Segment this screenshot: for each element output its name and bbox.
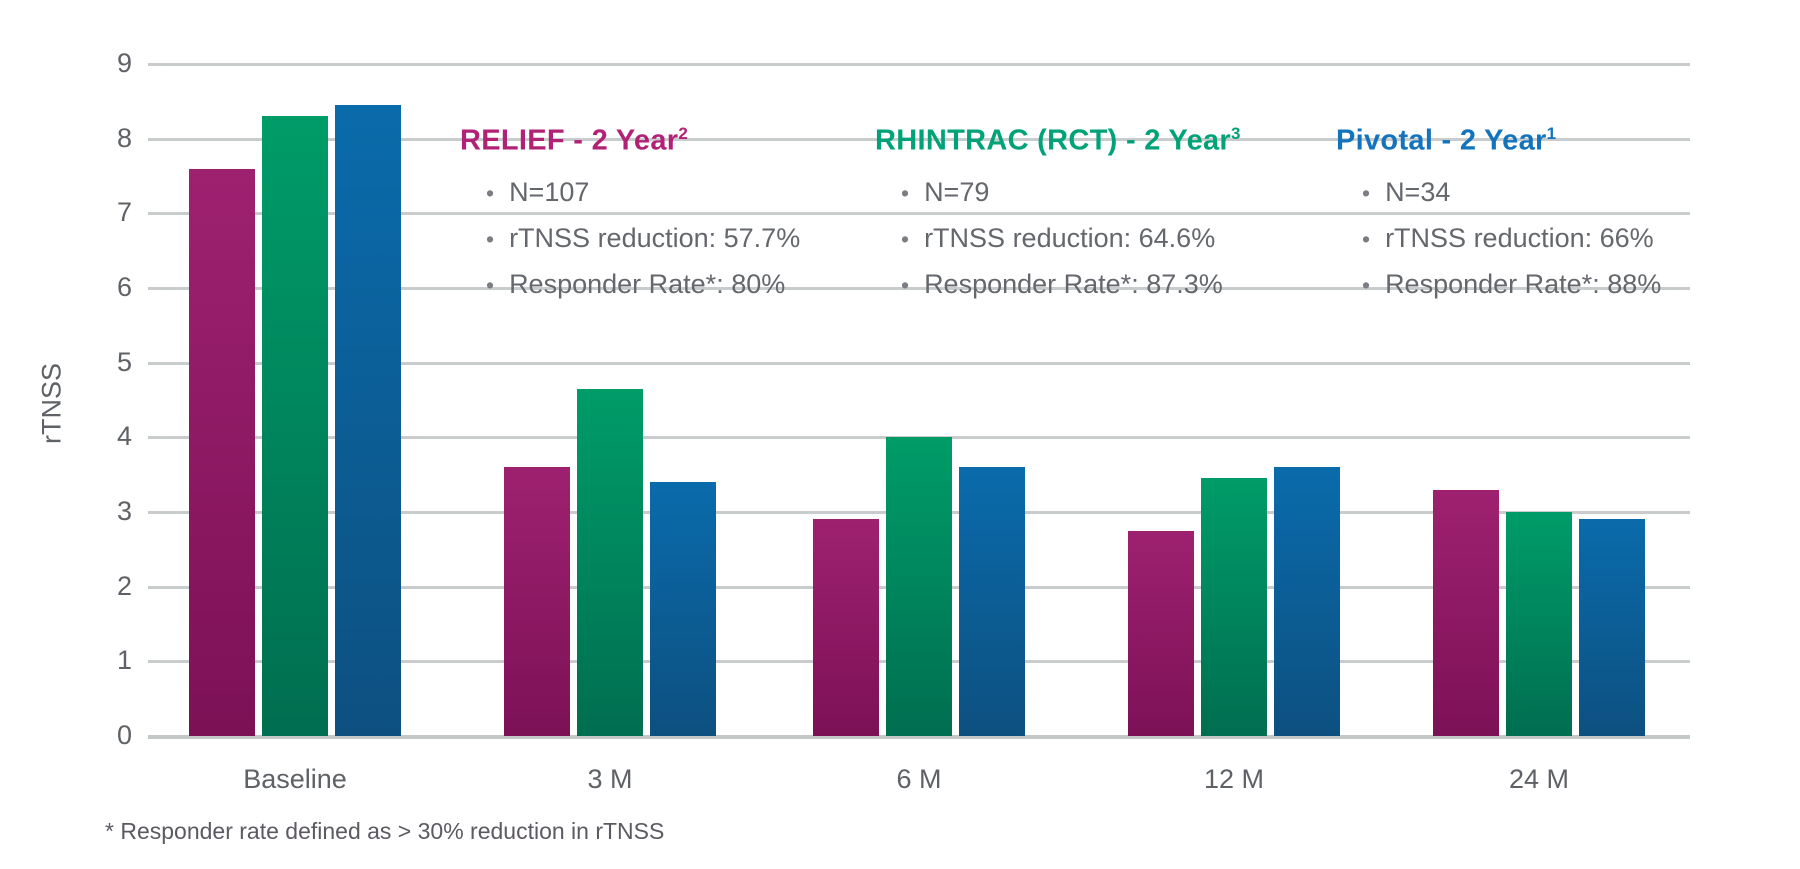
- legend-bullets-rhintrac: N=79 rTNSS reduction: 64.6% Responder Ra…: [901, 170, 1241, 308]
- legend-bullet: Responder Rate*: 88%: [1362, 262, 1661, 308]
- legend-title-rhintrac: RHINTRAC (RCT) - 2 Year3: [875, 124, 1241, 158]
- gridline-0: [148, 735, 1690, 739]
- legend-bullet: rTNSS reduction: 57.7%: [486, 216, 800, 262]
- y-tick-label-5: 5: [116, 347, 132, 377]
- legend-bullets-relief: N=107 rTNSS reduction: 57.7% Responder R…: [486, 170, 800, 308]
- gridline-9: [148, 63, 1690, 66]
- bar-relief-12m: [1128, 531, 1194, 736]
- legend-block-pivotal: Pivotal - 2 Year1 N=34 rTNSS reduction: …: [1336, 124, 1661, 308]
- y-tick-label-3: 3: [116, 496, 132, 526]
- x-tick-label-baseline: Baseline: [243, 764, 347, 794]
- legend-bullet: Responder Rate*: 87.3%: [901, 262, 1241, 308]
- y-axis-title: rTNSS: [36, 363, 67, 444]
- bar-rhintrac-24m: [1506, 512, 1572, 736]
- legend-title-rhintrac-superscript: 3: [1231, 124, 1241, 143]
- legend-bullets-pivotal: N=34 rTNSS reduction: 66% Responder Rate…: [1362, 170, 1661, 308]
- bar-pivotal-6m: [959, 467, 1025, 736]
- bar-rhintrac-12m: [1201, 478, 1267, 736]
- bar-pivotal-3m: [650, 482, 716, 736]
- y-tick-label-4: 4: [116, 421, 132, 451]
- y-tick-label-1: 1: [116, 645, 132, 675]
- legend-bullet: N=79: [901, 170, 1241, 216]
- legend-title-relief: RELIEF - 2 Year2: [460, 124, 800, 158]
- bar-relief-6m: [813, 519, 879, 736]
- x-tick-label-3m: 3 M: [587, 764, 633, 794]
- legend-bullet: rTNSS reduction: 64.6%: [901, 216, 1241, 262]
- bar-relief-baseline: [189, 169, 255, 736]
- bar-rhintrac-6m: [886, 437, 952, 736]
- x-tick-label-24m: 24 M: [1508, 764, 1570, 794]
- legend-bullet: rTNSS reduction: 66%: [1362, 216, 1661, 262]
- legend-title-pivotal-text: Pivotal - 2 Year: [1336, 124, 1547, 157]
- y-tick-label-7: 7: [116, 197, 132, 227]
- bar-rhintrac-baseline: [262, 116, 328, 736]
- legend-block-rhintrac: RHINTRAC (RCT) - 2 Year3 N=79 rTNSS redu…: [875, 124, 1241, 308]
- legend-block-relief: RELIEF - 2 Year2 N=107 rTNSS reduction: …: [460, 124, 800, 308]
- legend-bullet: N=107: [486, 170, 800, 216]
- legend-title-relief-text: RELIEF - 2 Year: [460, 124, 679, 157]
- legend-title-pivotal-superscript: 1: [1546, 124, 1557, 143]
- legend-title-pivotal: Pivotal - 2 Year1: [1336, 124, 1661, 158]
- gridline-8: [148, 138, 1690, 141]
- legend-bullet: Responder Rate*: 80%: [486, 262, 800, 308]
- legend-title-relief-superscript: 2: [678, 124, 689, 143]
- bar-pivotal-24m: [1579, 519, 1645, 736]
- bar-rhintrac-3m: [577, 389, 643, 736]
- y-tick-label-2: 2: [116, 571, 132, 601]
- legend-title-rhintrac-text: RHINTRAC (RCT) - 2 Year: [875, 124, 1232, 157]
- gridline-5: [148, 362, 1690, 365]
- footnote: * Responder rate defined as > 30% reduct…: [105, 818, 665, 844]
- bar-relief-3m: [504, 467, 570, 736]
- legend-bullet: N=34: [1362, 170, 1661, 216]
- bar-pivotal-baseline: [335, 105, 401, 736]
- y-tick-label-0: 0: [116, 720, 132, 750]
- x-tick-label-12m: 12 M: [1203, 764, 1265, 794]
- y-tick-label-8: 8: [116, 123, 132, 153]
- y-tick-label-6: 6: [116, 272, 132, 302]
- y-tick-label-9: 9: [116, 48, 132, 78]
- bar-relief-24m: [1433, 490, 1499, 736]
- x-tick-label-6m: 6 M: [896, 764, 942, 794]
- bar-pivotal-12m: [1274, 467, 1340, 736]
